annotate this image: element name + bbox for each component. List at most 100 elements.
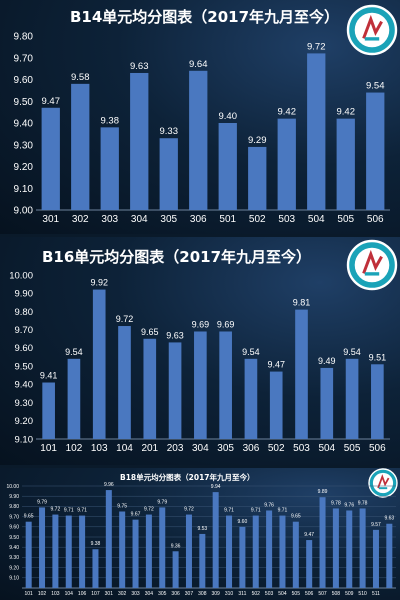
chart-title: B16单元均分图表（2017年九月至今） bbox=[42, 248, 311, 266]
school-emblem-icon bbox=[368, 468, 398, 498]
y-tick-label: 9.10 bbox=[15, 434, 34, 445]
data-label: 9.36 bbox=[171, 543, 181, 549]
x-tick-label: 302 bbox=[72, 214, 89, 225]
y-tick-label: 9.20 bbox=[9, 565, 19, 571]
x-tick-label: 303 bbox=[101, 214, 118, 225]
y-tick-label: 10.00 bbox=[6, 484, 19, 490]
y-tick-label: 9.60 bbox=[15, 343, 34, 354]
bar bbox=[92, 289, 106, 439]
bar bbox=[239, 526, 246, 588]
data-label: 9.71 bbox=[77, 508, 87, 514]
data-label: 9.71 bbox=[251, 508, 261, 514]
bar bbox=[159, 138, 178, 210]
bar bbox=[100, 127, 119, 210]
x-tick-label: 203 bbox=[167, 443, 184, 454]
x-tick-label: 506 bbox=[369, 443, 386, 454]
data-label: 9.67 bbox=[131, 512, 141, 518]
bar bbox=[336, 118, 355, 210]
bar bbox=[199, 533, 206, 588]
y-tick-label: 9.40 bbox=[14, 119, 34, 130]
x-tick-label: 303 bbox=[131, 591, 140, 597]
data-label: 9.75 bbox=[117, 504, 127, 510]
data-label: 9.72 bbox=[51, 507, 61, 513]
y-tick-label: 9.70 bbox=[14, 53, 34, 64]
bar bbox=[145, 514, 152, 588]
data-label: 9.57 bbox=[371, 522, 381, 528]
y-tick-label: 9.30 bbox=[9, 555, 19, 561]
bar bbox=[371, 364, 384, 439]
y-tick-label: 9.50 bbox=[15, 361, 34, 372]
bar bbox=[92, 549, 99, 588]
x-tick-label: 509 bbox=[345, 591, 354, 597]
y-tick-label: 9.90 bbox=[15, 289, 34, 300]
bar bbox=[143, 338, 157, 439]
data-label: 9.72 bbox=[144, 507, 154, 513]
bar bbox=[345, 358, 359, 439]
data-label: 9.63 bbox=[166, 330, 184, 340]
data-label: 9.79 bbox=[157, 499, 167, 505]
data-label: 9.54 bbox=[366, 81, 385, 92]
y-tick-label: 9.70 bbox=[9, 514, 19, 520]
data-label: 9.65 bbox=[24, 514, 34, 520]
data-label: 9.54 bbox=[343, 347, 361, 357]
data-label: 9.63 bbox=[384, 516, 394, 522]
y-tick-label: 9.90 bbox=[9, 494, 19, 500]
data-label: 9.47 bbox=[42, 96, 61, 107]
bar bbox=[41, 107, 60, 210]
bar bbox=[386, 523, 393, 588]
y-tick-label: 9.20 bbox=[14, 162, 34, 173]
x-tick-label: 106 bbox=[78, 591, 87, 597]
data-label: 9.96 bbox=[104, 482, 114, 488]
bar bbox=[292, 521, 299, 588]
x-tick-label: 309 bbox=[212, 591, 221, 597]
x-tick-label: 103 bbox=[51, 591, 60, 597]
x-tick-label: 307 bbox=[185, 591, 194, 597]
bar bbox=[172, 551, 179, 588]
x-tick-label: 504 bbox=[278, 591, 287, 597]
y-tick-label: 9.20 bbox=[15, 416, 34, 427]
x-tick-label: 310 bbox=[225, 591, 234, 597]
x-tick-label: 510 bbox=[358, 591, 367, 597]
data-label: 9.65 bbox=[291, 514, 301, 520]
x-tick-label: 501 bbox=[219, 214, 236, 225]
bar bbox=[52, 514, 59, 588]
y-tick-label: 9.50 bbox=[9, 535, 19, 541]
y-tick-label: 9.60 bbox=[9, 525, 19, 531]
y-tick-label: 9.50 bbox=[14, 97, 34, 108]
bar bbox=[346, 510, 353, 588]
data-label: 9.49 bbox=[318, 356, 336, 366]
bar bbox=[67, 358, 81, 439]
chart-title: B14单元均分图表（2017年九月至今） bbox=[70, 8, 339, 26]
bar bbox=[159, 507, 166, 588]
data-label: 9.41 bbox=[40, 371, 58, 381]
chart-panel-b14: B14单元均分图表（2017年九月至今） 9.00 9.10 9.20 9.30 9.40… bbox=[0, 0, 400, 234]
data-label: 9.65 bbox=[141, 327, 159, 337]
y-tick-label: 9.40 bbox=[9, 545, 19, 551]
x-tick-label: 304 bbox=[131, 214, 148, 225]
x-tick-label: 101 bbox=[40, 443, 57, 454]
data-label: 9.72 bbox=[116, 314, 134, 324]
y-tick-label: 9.30 bbox=[15, 398, 34, 409]
data-label: 9.40 bbox=[219, 111, 238, 122]
bar bbox=[252, 515, 259, 588]
bar bbox=[269, 371, 283, 439]
y-tick-label: 9.60 bbox=[14, 75, 34, 86]
x-tick-label: 101 bbox=[25, 591, 34, 597]
bar bbox=[248, 146, 267, 210]
chart-title: B18单元均分图表（2017年九月至今） bbox=[120, 472, 255, 482]
bar bbox=[119, 511, 126, 588]
x-tick-label: 306 bbox=[171, 591, 180, 597]
bar bbox=[219, 331, 232, 439]
x-tick-label: 505 bbox=[292, 591, 301, 597]
bar bbox=[332, 508, 339, 588]
bar bbox=[277, 118, 296, 210]
data-label: 9.78 bbox=[331, 500, 341, 506]
x-tick-label: 102 bbox=[66, 443, 83, 454]
bar bbox=[105, 490, 112, 588]
bar bbox=[65, 515, 72, 588]
bar bbox=[244, 358, 258, 439]
y-tick-label: 9.00 bbox=[14, 206, 34, 217]
x-tick-label: 107 bbox=[91, 591, 100, 597]
bar bbox=[372, 529, 379, 588]
x-tick-label: 104 bbox=[116, 443, 133, 454]
